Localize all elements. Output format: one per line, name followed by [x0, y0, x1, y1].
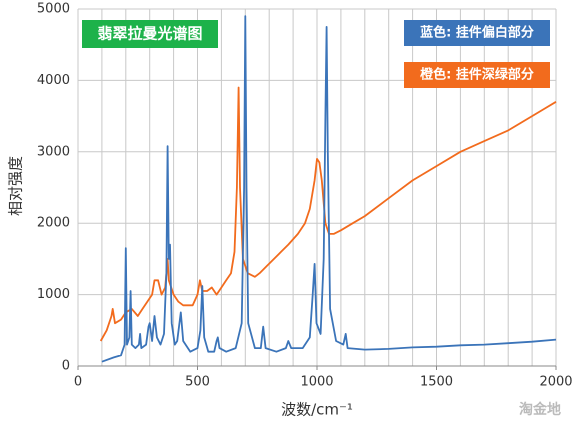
y-axis-label: 相对强度	[7, 156, 25, 216]
y-tick-label: 0	[62, 359, 70, 374]
x-tick-label: 0	[74, 375, 82, 390]
y-tick-label: 1000	[37, 287, 70, 302]
title-box	[82, 20, 218, 48]
watermark: 淘金地	[519, 401, 561, 418]
y-tick-label: 4000	[37, 73, 70, 88]
legend-label: 橙色: 挂件深绿部分	[420, 67, 534, 83]
chart-title: 翡翠拉曼光谱图	[97, 25, 202, 43]
x-tick-label: 500	[185, 375, 210, 390]
x-axis-label: 波数/cm⁻¹	[281, 401, 353, 419]
y-tick-label: 3000	[37, 144, 70, 159]
x-tick-label: 2000	[539, 375, 572, 390]
x-tick-label: 1000	[300, 375, 333, 390]
y-tick-label: 2000	[37, 216, 70, 231]
series-line	[99, 86, 557, 342]
plot-area: 0 1000 2000 3000 4000 5000 0 500 1000 1500 2000	[37, 2, 573, 390]
legend-label: 蓝色: 挂件偏白部分	[420, 25, 534, 41]
y-tick-label: 5000	[37, 2, 70, 17]
x-tick-label: 1500	[420, 375, 453, 390]
legend-box	[404, 20, 550, 46]
legend-box	[404, 62, 550, 88]
series-line	[101, 15, 557, 363]
